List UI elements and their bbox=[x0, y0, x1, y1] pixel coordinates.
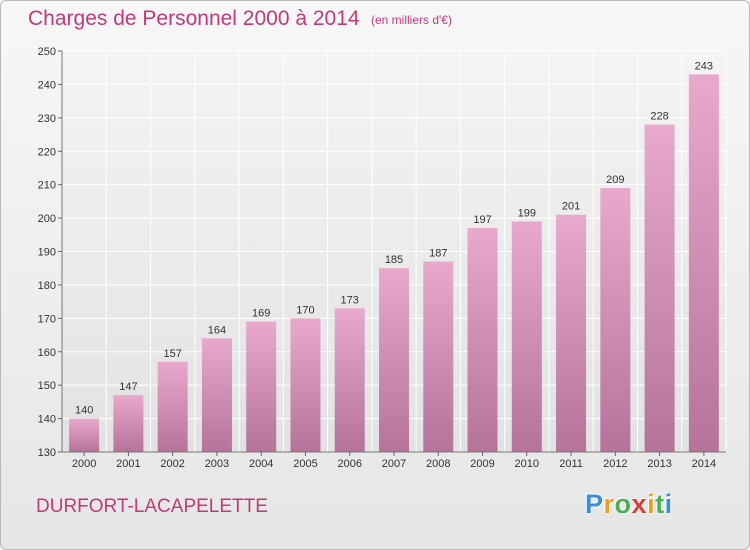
proxiti-logo: Proxiti bbox=[585, 489, 673, 520]
x-tick-label: 2005 bbox=[293, 458, 317, 470]
x-tick-label: 2004 bbox=[249, 458, 273, 470]
y-tick-label: 170 bbox=[38, 313, 56, 325]
bar bbox=[69, 418, 100, 452]
x-tick-label: 2012 bbox=[603, 458, 627, 470]
logo-letter: t bbox=[655, 489, 665, 519]
x-tick-label: 2003 bbox=[205, 458, 229, 470]
x-tick-label: 2008 bbox=[426, 458, 450, 470]
bar bbox=[688, 74, 719, 453]
bar-value-label: 199 bbox=[518, 207, 536, 219]
x-tick-label: 2000 bbox=[72, 458, 96, 470]
logo-letter: i bbox=[664, 489, 673, 519]
bar-value-label: 140 bbox=[75, 405, 93, 417]
bar bbox=[644, 124, 675, 453]
y-tick-label: 130 bbox=[38, 447, 56, 459]
bar-value-label: 173 bbox=[341, 294, 359, 306]
x-tick-label: 2013 bbox=[647, 458, 671, 470]
bar bbox=[423, 261, 454, 452]
y-tick-label: 200 bbox=[38, 213, 56, 225]
x-tick-label: 2009 bbox=[470, 458, 494, 470]
bar-value-label: 243 bbox=[695, 60, 713, 72]
y-tick-label: 190 bbox=[38, 247, 56, 259]
chart-title: Charges de Personnel 2000 à 2014 bbox=[28, 7, 360, 30]
y-tick-label: 180 bbox=[38, 280, 56, 292]
bar bbox=[290, 318, 321, 452]
logo-letter: P bbox=[585, 489, 604, 519]
chart-unit: (en milliers d'€) bbox=[371, 13, 452, 27]
logo-letter: o bbox=[614, 489, 632, 519]
y-tick-label: 160 bbox=[38, 347, 56, 359]
bar-value-label: 201 bbox=[562, 201, 580, 213]
x-tick-label: 2011 bbox=[559, 458, 583, 470]
y-tick-label: 240 bbox=[38, 79, 56, 91]
bar bbox=[467, 228, 498, 452]
bar-value-label: 164 bbox=[208, 324, 226, 336]
bar-value-label: 169 bbox=[252, 308, 270, 320]
bar bbox=[334, 308, 365, 452]
bar bbox=[556, 214, 587, 452]
y-tick-label: 140 bbox=[38, 414, 56, 426]
logo-letter: i bbox=[647, 489, 656, 519]
logo-letter: r bbox=[603, 489, 615, 519]
bar-value-label: 170 bbox=[296, 304, 314, 316]
bar bbox=[157, 361, 188, 452]
bar-value-label: 187 bbox=[429, 248, 447, 260]
bar bbox=[201, 338, 232, 452]
bar-value-label: 157 bbox=[163, 348, 181, 360]
y-tick-label: 250 bbox=[38, 46, 56, 58]
bar-value-label: 197 bbox=[473, 214, 491, 226]
x-tick-label: 2006 bbox=[337, 458, 361, 470]
bar-value-label: 185 bbox=[385, 254, 403, 266]
axes: 130 140 150 160 170 180 190 200 210 220 230 240 250 2… bbox=[38, 46, 726, 470]
y-tick-label: 230 bbox=[38, 113, 56, 125]
bar-value-label: 209 bbox=[606, 174, 624, 186]
bars: 140 147 157 164 169 170 173 185 187 197 199 201 209 2… bbox=[69, 60, 719, 453]
y-tick-label: 150 bbox=[38, 380, 56, 392]
y-tick-label: 220 bbox=[38, 146, 56, 158]
bar bbox=[379, 268, 409, 452]
x-tick-label: 2001 bbox=[116, 458, 140, 470]
bar bbox=[246, 321, 277, 452]
bar bbox=[600, 188, 631, 452]
x-tick-label: 2014 bbox=[692, 458, 716, 470]
bar bbox=[511, 221, 542, 452]
logo-letter: x bbox=[631, 489, 648, 519]
x-tick-label: 2007 bbox=[382, 458, 406, 470]
x-tick-label: 2002 bbox=[160, 458, 184, 470]
x-tick-label: 2010 bbox=[515, 458, 539, 470]
bar-value-label: 228 bbox=[650, 111, 668, 123]
bar-value-label: 147 bbox=[119, 381, 137, 393]
y-tick-label: 210 bbox=[38, 180, 56, 192]
commune-name: DURFORT-LACAPELETTE bbox=[36, 496, 268, 517]
bar bbox=[113, 395, 144, 452]
